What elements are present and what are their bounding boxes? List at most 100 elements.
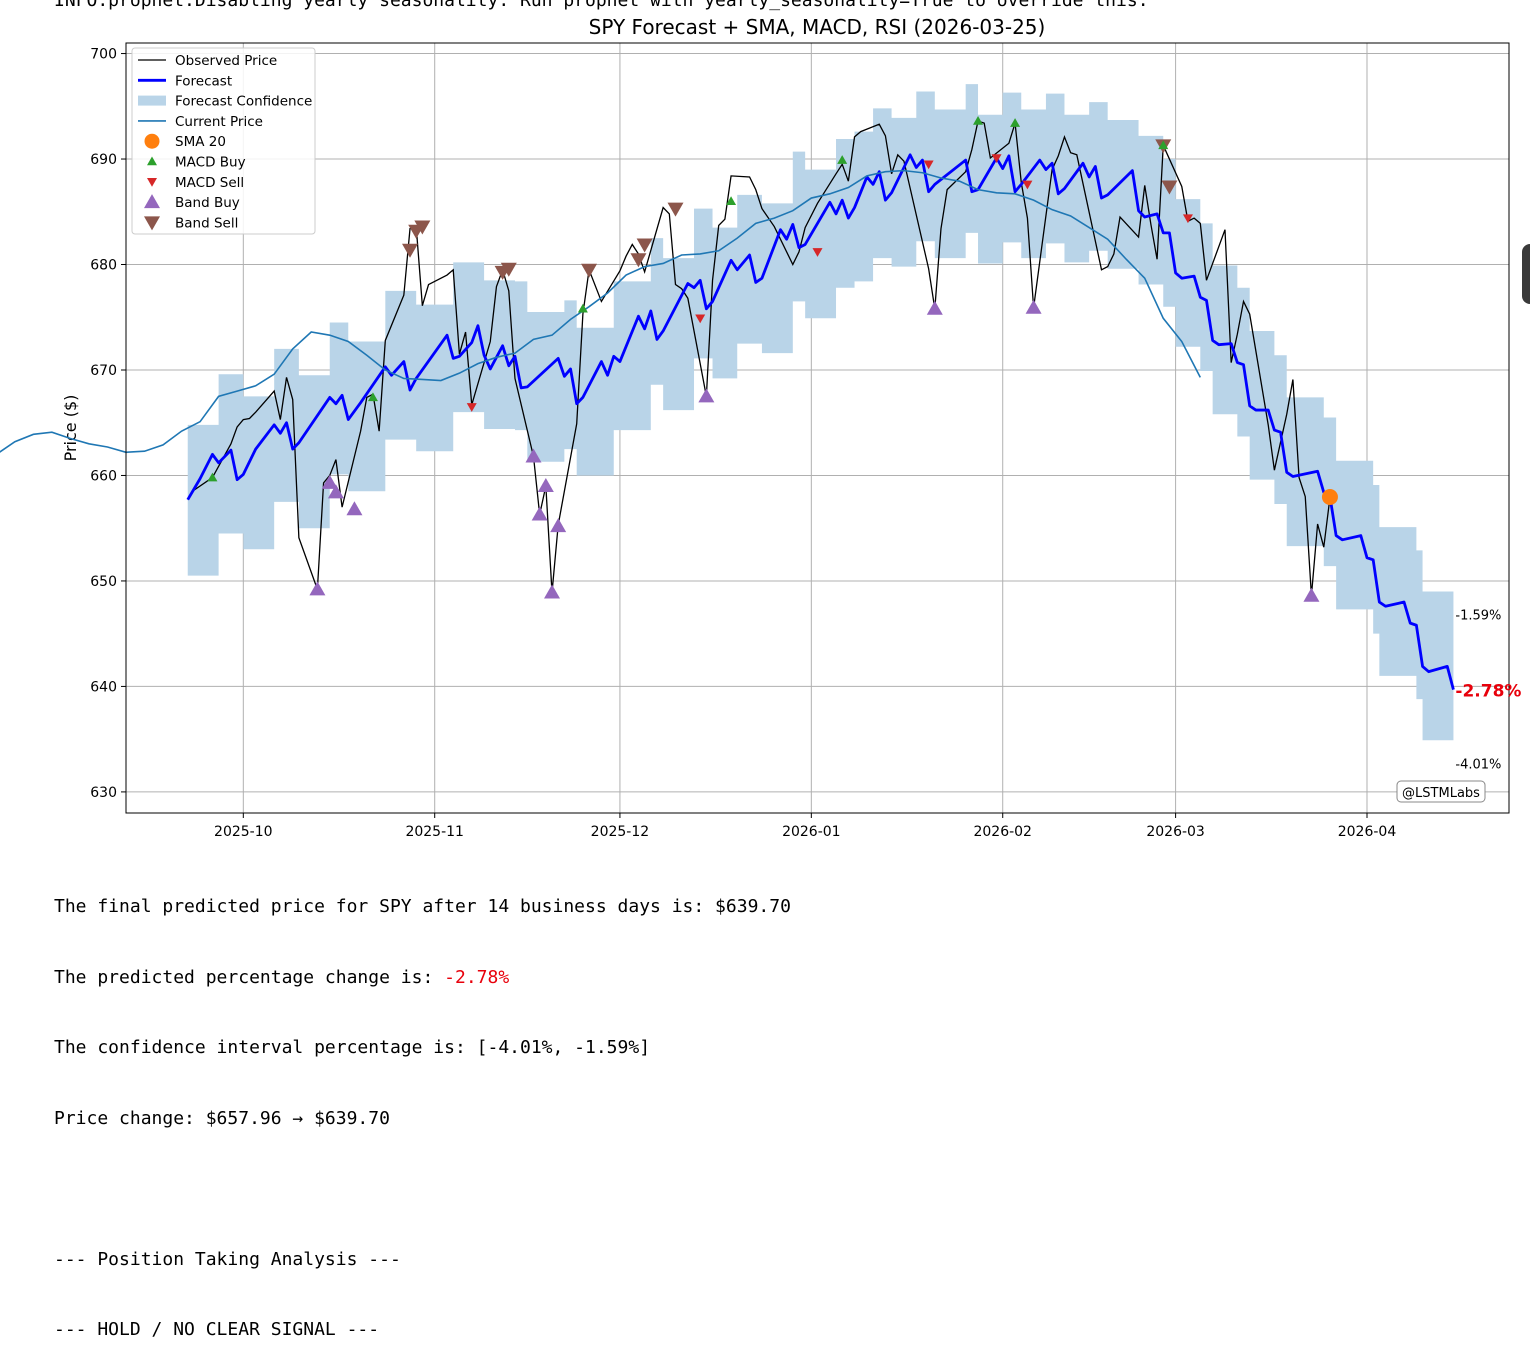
- blank-line: [54, 1177, 791, 1201]
- legend-entry: Observed Price: [138, 53, 277, 69]
- band-buy-marker: [1025, 299, 1042, 314]
- band-buy-marker: [550, 518, 567, 533]
- y-tick-label: 660: [90, 468, 117, 484]
- legend-label: Band Sell: [175, 215, 238, 231]
- band-buy-marker: [346, 501, 363, 516]
- legend-label: Observed Price: [175, 53, 277, 69]
- band-sell-marker: [414, 220, 431, 235]
- band-buy-marker: [544, 584, 561, 599]
- final-price-line: The final predicted price for SPY after …: [54, 896, 791, 917]
- legend-entry: MACD Buy: [147, 155, 246, 171]
- legend-sma-swatch: [144, 133, 160, 149]
- band-sell-marker: [581, 263, 598, 278]
- legend-entry: Band Buy: [144, 194, 240, 211]
- scrollbar-handle[interactable]: [1522, 244, 1530, 304]
- band-buy-marker: [531, 506, 548, 521]
- watermark-box: [1396, 780, 1486, 803]
- band-sell-marker: [402, 243, 419, 258]
- legend-label: MACD Buy: [175, 155, 246, 171]
- macd-buy-marker: [207, 472, 218, 482]
- macd-buy-marker: [367, 392, 378, 402]
- series-lines-layer: [0, 120, 1455, 690]
- band-sell-marker: [667, 202, 684, 217]
- forecast-line: [186, 153, 1455, 690]
- band-buy-marker: [926, 300, 943, 315]
- axes-layer: 630 640 650 660 670 680 690 700 2025-10 2025-11 20…: [90, 42, 1510, 840]
- confidence-interval-line: The confidence interval percentage is: […: [54, 1037, 651, 1058]
- macd-sell-marker: [466, 403, 477, 412]
- band-buy-marker: [309, 581, 326, 596]
- legend-label: MACD Sell: [175, 175, 244, 191]
- confidence-band: [187, 84, 1454, 764]
- legend-entry: Forecast: [138, 73, 232, 89]
- macd-buy-marker: [837, 155, 848, 164]
- macd-sell-marker: [923, 160, 934, 170]
- console-output: The final predicted price for SPY after …: [54, 848, 791, 1365]
- price-change-line: Price change: $657.96 → $639.70: [54, 1107, 390, 1129]
- y-tick-label: 630: [90, 785, 117, 801]
- band-buy-marker: [321, 474, 338, 489]
- prophet-log-line: INFO:prophet:Disabling yearly seasonalit…: [54, 0, 1149, 11]
- forecast-chart: SPY Forecast + SMA, MACD, RSI (2026-03-2…: [0, 15, 1521, 840]
- y-tick-label: 650: [90, 574, 117, 590]
- macd-sell-marker: [695, 314, 706, 324]
- band-sell-marker: [1161, 180, 1178, 195]
- legend-band-sell-swatch: [144, 216, 160, 231]
- pct-change-line: The predicted percentage change is: -2.7…: [54, 966, 791, 990]
- legend-entry: Current Price: [138, 114, 263, 130]
- band-sell-marker: [636, 238, 653, 253]
- y-tick-label: 700: [90, 47, 117, 63]
- band-buy-marker: [698, 388, 715, 403]
- lower-pct-label: -4.01%: [1455, 757, 1501, 772]
- y-tick-label: 680: [90, 258, 117, 274]
- macd-sell-marker: [991, 154, 1002, 163]
- band-sell-marker: [630, 253, 647, 268]
- annotations-layer: -1.59% -2.78% -4.01% @LSTMLabs: [1396, 609, 1521, 803]
- y-tick-label: 670: [90, 363, 117, 379]
- pct-change-prefix: The predicted percentage change is:: [54, 966, 445, 988]
- signal-line: --- HOLD / NO CLEAR SIGNAL ---: [54, 1319, 380, 1340]
- legend-confidence-swatch: [138, 95, 166, 106]
- macd-buy-marker: [577, 303, 588, 313]
- x-tick-label: 2025-10: [214, 824, 273, 840]
- band-buy-marker: [327, 484, 344, 499]
- x-tick-label: 2026-02: [973, 824, 1032, 840]
- legend-box: [131, 47, 316, 235]
- x-tick-label: 2026-01: [782, 824, 841, 840]
- macd-sell-marker: [812, 248, 823, 257]
- chart-title: SPY Forecast + SMA, MACD, RSI (2026-03-2…: [589, 15, 1046, 39]
- band-sell-marker: [500, 262, 517, 277]
- y-tick-label: 690: [90, 152, 117, 168]
- legend-macd-sell-swatch: [147, 178, 157, 187]
- macd-sell-marker: [1182, 214, 1193, 224]
- macd-buy-marker: [726, 196, 737, 205]
- x-tick-label: 2026-04: [1338, 824, 1397, 840]
- chart-legend: Observed Price Forecast Forecast Confidenc…: [131, 47, 316, 235]
- legend-label: Forecast Confidence: [175, 94, 312, 110]
- legend-label: Band Buy: [175, 195, 240, 211]
- legend-label: SMA 20: [175, 134, 226, 150]
- legend-band-buy-swatch: [144, 194, 160, 209]
- current-price-line: [0, 169, 1202, 454]
- observed-price-line: [187, 120, 1331, 596]
- y-axis-label: Price ($): [61, 395, 80, 462]
- legend-entry: Band Sell: [144, 215, 238, 231]
- legend-macd-buy-swatch: [147, 156, 157, 166]
- signal-markers-layer: [207, 116, 1338, 602]
- macd-buy-marker: [1010, 118, 1021, 127]
- band-buy-marker: [525, 448, 542, 463]
- center-pct-label: -2.78%: [1455, 682, 1521, 702]
- confidence-band-layer: [187, 84, 1454, 764]
- x-tick-label: 2025-12: [591, 824, 650, 840]
- legend-entry: MACD Sell: [147, 175, 244, 191]
- band-buy-marker: [537, 478, 554, 493]
- legend-entry: SMA 20: [144, 133, 226, 150]
- x-tick-label: 2026-03: [1146, 824, 1205, 840]
- y-tick-label: 640: [90, 679, 117, 695]
- sma-20-marker: [1321, 488, 1338, 505]
- analysis-header-line: --- Position Taking Analysis ---: [54, 1248, 401, 1270]
- legend-label: Forecast: [175, 73, 232, 89]
- legend-entry: Forecast Confidence: [138, 94, 312, 110]
- legend-label: Current Price: [175, 114, 263, 130]
- x-tick-label: 2025-11: [405, 824, 464, 840]
